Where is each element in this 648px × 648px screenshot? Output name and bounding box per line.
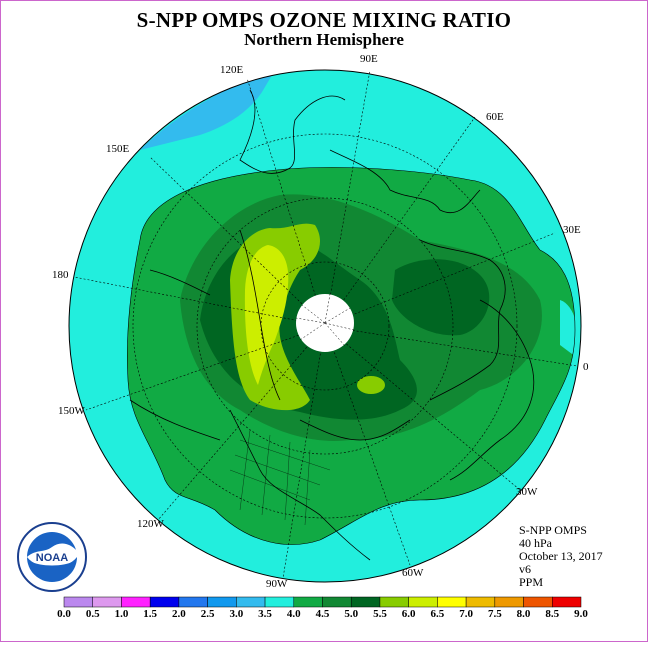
colorbar-swatch	[523, 596, 553, 608]
label-180: 180	[52, 269, 69, 281]
colorbar-swatch	[494, 596, 524, 608]
colorbar-swatch	[207, 596, 237, 608]
map-boundary	[68, 69, 582, 583]
info-level: 40 hPa	[519, 536, 552, 550]
colorbar-swatch	[408, 596, 438, 608]
label-30w: 30W	[516, 486, 538, 498]
label-60w: 60W	[402, 567, 424, 579]
colorbar-swatch	[293, 596, 323, 608]
colorbar-tick-label: 8.5	[545, 608, 560, 620]
state-borders	[229, 429, 331, 526]
colorbar-tick-label: 0.0	[57, 608, 71, 620]
colorbar-tick-label: 6.0	[401, 608, 416, 620]
colorbar-swatch	[92, 596, 122, 608]
colorbar-swatch	[350, 596, 381, 608]
coastlines	[129, 89, 535, 561]
label-0: 0	[583, 361, 589, 373]
colorbar-tick-label: 2.5	[200, 608, 215, 620]
label-30e: 30E	[563, 224, 581, 236]
label-150e: 150E	[106, 143, 130, 155]
graticule	[73, 69, 578, 579]
ozone-field-green-3b	[392, 259, 490, 336]
colorbar-tick-label: 9.0	[574, 608, 588, 620]
colorbar-tick-label: 2.0	[172, 608, 186, 620]
map-subtitle: Northern Hemisphere	[244, 30, 404, 49]
colorbar-tick-label: 5.5	[373, 608, 387, 620]
longitude-labels: 90E 120E 60E 150E 30E 180 0 150W 30W 120…	[52, 53, 589, 590]
label-60e: 60E	[486, 111, 504, 123]
colorbar-tick-label: 6.5	[430, 608, 445, 620]
label-90w: 90W	[266, 578, 288, 590]
label-120w: 120W	[137, 518, 165, 530]
colorbar-tick-label: 0.5	[85, 608, 100, 620]
colorbar-tick-label: 7.0	[459, 608, 473, 620]
colorbar-tick-label: 3.5	[258, 608, 272, 620]
colorbar-tick-label: 4.0	[286, 608, 301, 620]
colorbar-tick-label: 5.0	[344, 608, 359, 620]
colorbar-swatch	[379, 596, 409, 608]
map-title: S-NPP OMPS OZONE MIXING RATIO	[136, 8, 512, 32]
colorbar-swatch	[465, 596, 496, 608]
info-block: S-NPP OMPS 40 hPa October 13, 2017 v6 PP…	[519, 524, 603, 589]
colorbar-swatch	[437, 596, 467, 608]
ozone-field-yellow	[244, 245, 289, 385]
colorbar-tick-label: 7.5	[487, 608, 502, 620]
info-instrument: S-NPP OMPS	[519, 523, 587, 537]
info-date: October 13, 2017	[519, 549, 603, 563]
colorbar-tick-label: 3.0	[229, 608, 244, 620]
colorbar-swatch	[149, 596, 180, 608]
label-90e: 90E	[360, 53, 378, 65]
noaa-logo: NOAA	[17, 522, 87, 592]
colorbar	[63, 596, 582, 608]
colorbar-swatch	[178, 596, 208, 608]
colorbar-swatch	[121, 596, 151, 608]
colorbar-swatch	[322, 596, 352, 608]
colorbar-swatch	[63, 596, 93, 608]
colorbar-tick-label: 4.5	[315, 608, 330, 620]
info-units: PPM	[519, 575, 544, 589]
info-version: v6	[519, 562, 531, 576]
colorbar-swatch	[552, 596, 582, 608]
logo-text: NOAA	[36, 552, 68, 564]
colorbar-swatch	[236, 596, 266, 608]
colorbar-tick-label: 1.0	[114, 608, 129, 620]
label-120e: 120E	[220, 64, 244, 76]
label-150w: 150W	[58, 405, 86, 417]
colorbar-swatch	[264, 596, 295, 608]
ozone-field-cyan-intrusion	[560, 300, 580, 360]
ozone-field-lime-small	[357, 376, 385, 394]
ozone-field-blue	[140, 70, 275, 150]
colorbar-tick-label: 1.5	[143, 608, 158, 620]
colorbar-tick-label: 8.0	[516, 608, 531, 620]
